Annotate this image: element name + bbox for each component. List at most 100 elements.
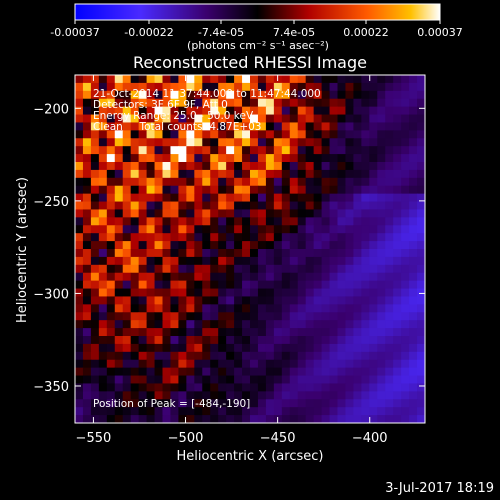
heatmap-cell: [377, 320, 386, 329]
heatmap-cell: [281, 82, 291, 92]
heatmap-cell: [250, 98, 259, 108]
heatmap-cell: [281, 154, 291, 163]
heatmap-cell: [377, 225, 386, 234]
heatmap-cell: [265, 320, 275, 329]
heatmap-cell: [417, 391, 425, 400]
heatmap-cell: [409, 233, 418, 242]
heatmap-cell: [409, 264, 418, 274]
heatmap-cell: [186, 249, 195, 258]
heatmap-cell: [82, 154, 92, 163]
heatmap-cell: [297, 312, 307, 321]
heatmap-cell: [401, 304, 410, 313]
heatmap-cell: [385, 256, 394, 266]
heatmap-cell: [273, 280, 283, 290]
heatmap-cell: [401, 288, 410, 298]
heatmap-cell: [106, 249, 116, 258]
heatmap-cell: [170, 233, 179, 242]
heatmap-cell: [82, 114, 92, 124]
heatmap-cell: [409, 407, 418, 416]
heatmap-cell: [138, 225, 148, 234]
heatmap-cell: [289, 415, 299, 423]
heatmap-cell: [162, 98, 172, 108]
heatmap-cell: [218, 336, 227, 345]
heatmap-cell: [417, 249, 425, 258]
heatmap-cell: [353, 225, 362, 234]
heatmap-cell: [106, 138, 116, 147]
heatmap-cell: [393, 375, 402, 385]
heatmap-cell: [106, 169, 116, 179]
heatmap-cell: [409, 162, 418, 171]
heatmap-cell: [138, 154, 148, 163]
heatmap-cell: [170, 162, 179, 171]
heatmap-cell: [401, 82, 410, 92]
heatmap-cell: [393, 367, 402, 377]
heatmap-cell: [250, 209, 259, 218]
heatmap-cell: [130, 399, 140, 408]
heatmap-cell: [337, 169, 347, 179]
heatmap-cell: [194, 391, 203, 400]
heatmap-cell: [369, 383, 378, 392]
heatmap-cell: [170, 114, 179, 124]
heatmap-cell: [186, 415, 195, 423]
heatmap-cell: [130, 383, 140, 392]
heatmap-cell: [313, 193, 323, 203]
heatmap-cell: [337, 138, 347, 147]
heatmap-cell: [242, 217, 251, 226]
heatmap-cell: [250, 138, 259, 147]
heatmap-cell: [257, 312, 267, 321]
heatmap-cell: [178, 272, 187, 282]
heatmap-cell: [202, 343, 211, 353]
heatmap-cell: [170, 98, 179, 108]
heatmap-cell: [122, 343, 132, 353]
heatmap-cell: [385, 320, 394, 329]
heatmap-cell: [154, 154, 164, 163]
colorbar-gradient: [74, 3, 441, 21]
heatmap-cell: [242, 193, 251, 203]
heatmap-cell: [385, 304, 394, 313]
heatmap-cell: [106, 209, 116, 218]
heatmap-cell: [417, 336, 425, 345]
heatmap-cell: [305, 336, 315, 345]
heatmap-cell: [202, 320, 211, 329]
heatmap-cell: [273, 343, 283, 353]
heatmap-cell: [401, 90, 410, 100]
heatmap-cell: [393, 233, 402, 242]
heatmap-cell: [186, 169, 195, 179]
heatmap-cell: [329, 90, 339, 100]
heatmap-cell: [146, 312, 156, 321]
heatmap-cell: [122, 225, 132, 234]
heatmap-cell: [273, 264, 283, 274]
heatmap-cell: [114, 296, 124, 305]
heatmap-cell: [218, 375, 227, 385]
heatmap-cell: [265, 193, 275, 203]
heatmap-cell: [257, 343, 267, 353]
heatmap-cell: [82, 351, 92, 361]
heatmap-cell: [162, 249, 172, 258]
heatmap-cell: [273, 130, 283, 139]
heatmap-cell: [297, 367, 307, 377]
heatmap-cell: [146, 90, 156, 100]
heatmap-cell: [82, 296, 92, 305]
heatmap-cell: [385, 122, 394, 131]
heatmap-cell: [377, 367, 386, 377]
heatmap-cell: [218, 177, 227, 187]
heatmap-cell: [170, 209, 179, 218]
heatmap-cell: [130, 415, 140, 423]
heatmap-cell: [289, 154, 299, 163]
heatmap-cell: [98, 75, 108, 84]
heatmap-cell: [122, 391, 132, 400]
heatmap-cell: [289, 296, 299, 305]
heatmap-cell: [82, 241, 92, 250]
heatmap-cell: [353, 193, 362, 203]
heatmap-cell: [297, 185, 307, 195]
heatmap-cell: [210, 256, 219, 266]
heatmap-cell: [178, 154, 187, 163]
heatmap-cell: [170, 154, 179, 163]
heatmap-cell: [329, 391, 339, 400]
heatmap-cell: [210, 185, 219, 195]
heatmap-cell: [257, 351, 267, 361]
heatmap-cell: [281, 249, 291, 258]
heatmap-cell: [162, 82, 172, 92]
heatmap-cell: [218, 241, 227, 250]
heatmap-cell: [186, 336, 195, 345]
